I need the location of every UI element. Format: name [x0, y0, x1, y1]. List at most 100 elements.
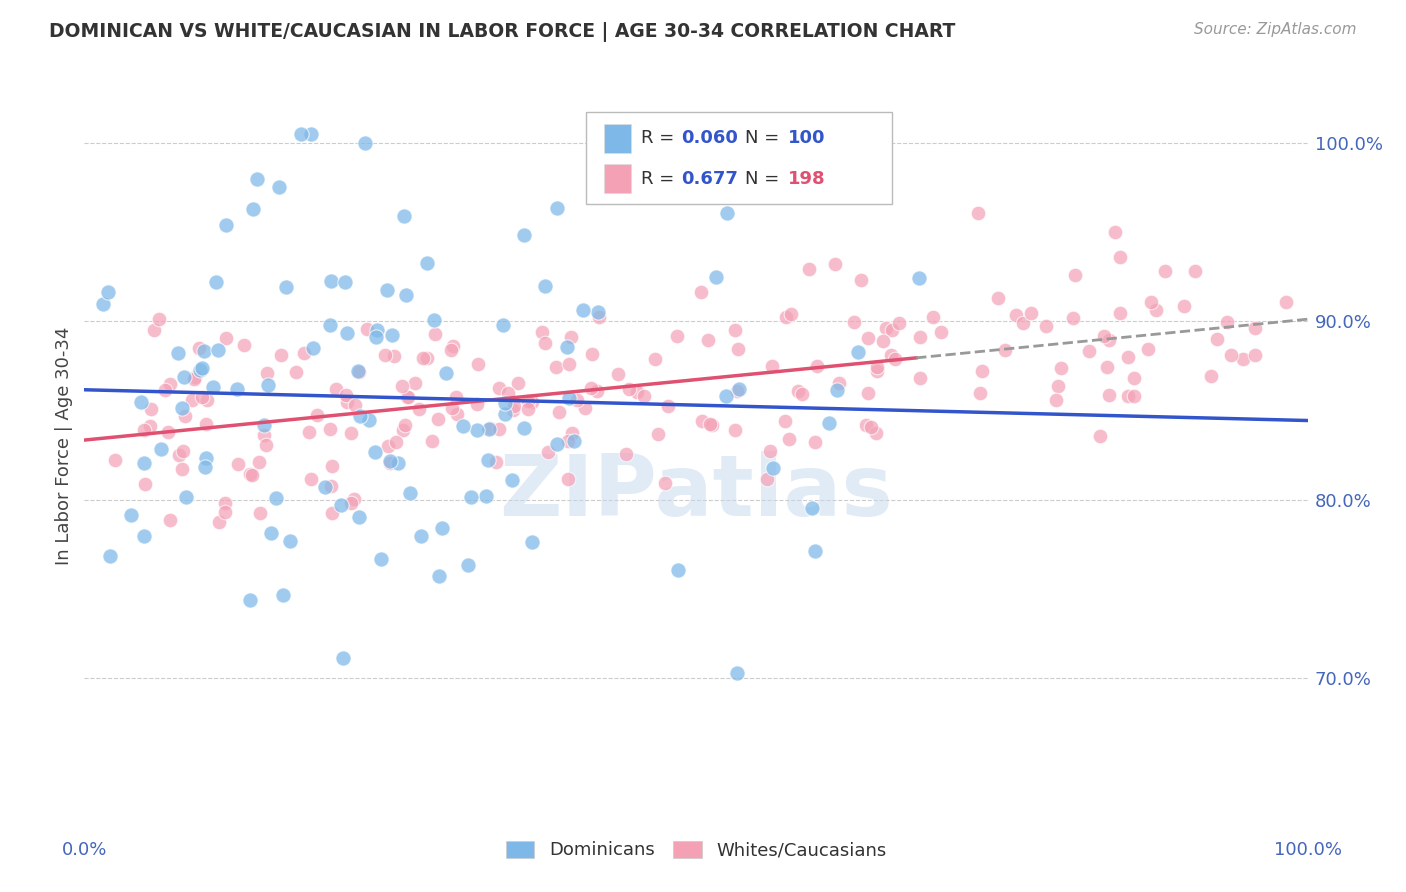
Point — [420, 434, 443, 448]
Point — [159, 513, 181, 527]
Point — [1049, 360, 1071, 375]
Point — [557, 392, 579, 406]
Point — [929, 325, 952, 339]
Point — [239, 593, 262, 607]
Legend: Dominicans, Whites/Caucasians: Dominicans, Whites/Caucasians — [498, 833, 894, 866]
Point — [804, 543, 827, 558]
Point — [1095, 360, 1118, 375]
Point — [215, 218, 238, 232]
Point — [246, 172, 269, 186]
Point — [1094, 329, 1116, 343]
Point — [143, 323, 166, 337]
Point — [319, 274, 342, 288]
Point — [537, 445, 560, 459]
Point — [1140, 295, 1163, 310]
Point — [1035, 318, 1057, 333]
Point — [574, 401, 596, 415]
Point — [314, 480, 336, 494]
Point — [391, 378, 413, 392]
Point — [1216, 315, 1239, 329]
Point — [778, 432, 800, 446]
Text: ZIPatlas: ZIPatlas — [499, 450, 893, 533]
Point — [321, 458, 343, 473]
Point — [335, 388, 357, 402]
Point — [330, 499, 353, 513]
Point — [508, 376, 530, 391]
Point — [374, 348, 396, 362]
Point — [239, 467, 262, 481]
Point — [465, 423, 488, 437]
Point — [297, 425, 319, 439]
Point — [872, 334, 894, 349]
Point — [214, 496, 236, 510]
Point — [908, 371, 931, 385]
Point — [647, 426, 669, 441]
Point — [860, 419, 883, 434]
Text: R =: R = — [641, 129, 681, 147]
Point — [273, 588, 295, 602]
Point — [800, 500, 823, 515]
Point — [172, 444, 194, 458]
Point — [395, 288, 418, 302]
Point — [555, 340, 578, 354]
Point — [249, 455, 271, 469]
Point — [617, 382, 640, 396]
Point — [321, 506, 343, 520]
Point — [557, 471, 579, 485]
Point — [477, 453, 499, 467]
Point — [723, 323, 745, 337]
Point — [546, 437, 568, 451]
Point — [865, 425, 887, 440]
Point — [1012, 316, 1035, 330]
Point — [180, 393, 202, 408]
Text: 0.060: 0.060 — [682, 129, 738, 147]
Point — [779, 308, 801, 322]
Point — [799, 262, 821, 277]
Point — [531, 326, 554, 340]
Point — [392, 209, 415, 223]
Point — [356, 322, 378, 336]
Point — [274, 280, 297, 294]
Point — [1219, 348, 1241, 362]
Point — [696, 333, 718, 347]
Point — [1153, 263, 1175, 277]
Point — [856, 331, 879, 345]
Point — [855, 418, 877, 433]
Point — [183, 370, 205, 384]
Point — [828, 376, 851, 390]
Point — [866, 364, 889, 378]
Point — [395, 390, 418, 404]
Point — [336, 326, 359, 340]
Point — [264, 491, 287, 505]
Point — [908, 270, 931, 285]
Point — [1243, 321, 1265, 335]
Point — [423, 313, 446, 327]
Text: 0.677: 0.677 — [682, 169, 738, 187]
Point — [494, 396, 516, 410]
Text: 198: 198 — [787, 169, 825, 187]
Text: N =: N = — [745, 129, 785, 147]
Bar — [605, 123, 631, 153]
Point — [467, 357, 489, 371]
Point — [993, 343, 1015, 357]
Point — [724, 423, 747, 437]
Point — [756, 472, 779, 486]
Point — [502, 399, 524, 413]
Point — [561, 426, 583, 441]
Point — [370, 552, 392, 566]
Point — [534, 335, 557, 350]
Point — [866, 359, 889, 374]
Point — [305, 409, 328, 423]
Point — [444, 390, 467, 404]
Point — [260, 526, 283, 541]
Point — [97, 285, 120, 299]
Point — [704, 269, 727, 284]
Point — [195, 393, 218, 408]
Point — [434, 366, 457, 380]
Point — [727, 384, 749, 398]
Point — [267, 180, 290, 194]
Point — [588, 310, 610, 324]
Text: Source: ZipAtlas.com: Source: ZipAtlas.com — [1194, 22, 1357, 37]
Point — [1123, 389, 1146, 403]
Point — [343, 492, 366, 507]
